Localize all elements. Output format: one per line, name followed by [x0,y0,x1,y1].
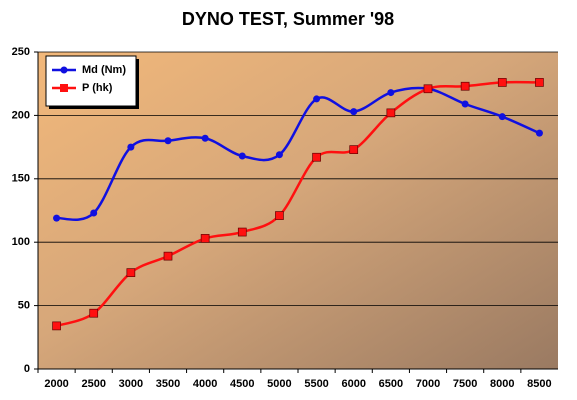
chart-title: DYNO TEST, Summer '98 [182,9,394,29]
legend-marker [60,66,68,74]
marker [89,308,99,318]
marker [497,78,507,87]
x-tick-label: 5000 [267,378,291,390]
x-tick-label: 8000 [490,378,514,390]
x-tick-label: 4000 [193,378,217,390]
legend-label: Md (Nm) [82,64,126,76]
marker [386,108,396,118]
marker [237,227,247,237]
x-tick-label: 2000 [44,378,68,390]
marker [461,100,469,108]
marker [535,129,543,137]
marker [460,81,470,91]
marker [423,84,433,94]
x-tick-label: 2500 [81,378,105,390]
marker [312,152,321,162]
x-tick-label: 8500 [527,378,551,390]
marker [535,78,544,87]
x-tick-label: 7500 [453,378,477,390]
x-tick-label: 4500 [230,378,254,390]
x-tick-label: 3000 [119,378,143,390]
marker [127,143,135,151]
marker [313,95,321,103]
x-tick-label: 3500 [156,378,180,390]
marker [200,234,210,243]
y-tick-label: 100 [12,236,30,248]
marker [163,251,173,261]
x-tick-label: 7000 [416,378,440,390]
marker [164,137,172,145]
y-tick-label: 250 [12,46,30,58]
marker [52,321,61,331]
marker [275,211,284,220]
marker [126,268,136,277]
legend-label: P (hk) [82,82,113,94]
x-tick-label: 6500 [379,378,403,390]
marker [275,151,283,159]
marker [387,89,395,97]
marker [53,214,61,222]
y-tick-label: 200 [12,109,30,121]
y-tick-label: 150 [12,173,30,185]
marker [201,134,209,142]
marker [498,113,506,121]
marker [238,152,246,160]
x-tick-label: 6000 [341,378,365,390]
marker [349,145,359,154]
legend-marker [60,84,68,92]
y-tick-label: 50 [18,300,30,312]
y-tick-label: 0 [24,363,30,375]
marker [90,209,98,217]
legend-box [45,55,137,107]
x-tick-label: 5500 [304,378,328,390]
marker [350,108,358,116]
